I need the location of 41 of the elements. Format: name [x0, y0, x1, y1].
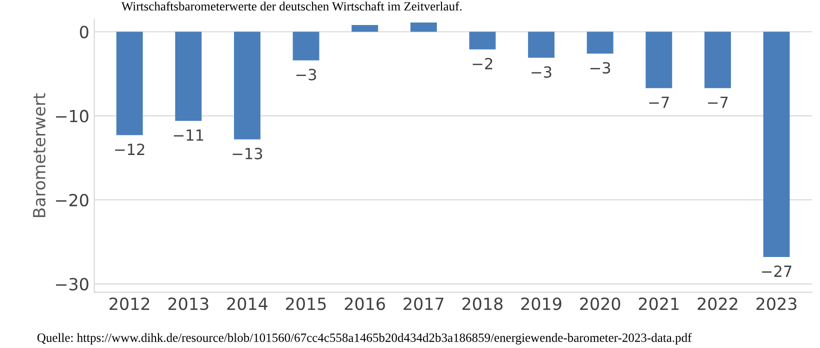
y-tick-label: −20: [56, 194, 88, 206]
bar: [292, 32, 320, 60]
bar: [352, 25, 378, 32]
data-label: −3: [590, 62, 610, 74]
data-label: −3: [296, 68, 316, 80]
x-tick-label: 2018: [462, 297, 503, 310]
x-tick-label: 2022: [698, 297, 738, 310]
data-label: −3: [532, 66, 552, 78]
bar: [234, 32, 260, 140]
bar: [704, 32, 731, 88]
bar: [175, 32, 202, 121]
x-tick-label: 2015: [286, 297, 326, 310]
x-tick-label: 2012: [110, 297, 150, 310]
x-tick-label: 2016: [344, 297, 385, 310]
data-label: −2: [472, 58, 492, 70]
y-tick-label: −10: [56, 110, 88, 122]
y-axis-title: Barometerwert: [33, 93, 46, 217]
bar: [528, 32, 554, 58]
data-label: −7: [708, 96, 728, 108]
x-tick-label: 2021: [638, 297, 679, 310]
bar: [586, 32, 614, 54]
data-label: −12: [115, 144, 144, 155]
x-tick-label: 2013: [168, 297, 208, 310]
data-label: −11: [174, 130, 204, 141]
chart-title: Wirtschaftsbarometerwerte der deutschen Wirtschaft im Zeitverlauf.: [121, 2, 462, 11]
bar: [410, 22, 437, 32]
data-label: −7: [649, 96, 669, 108]
x-tick-label: 2020: [580, 297, 620, 310]
bar: [469, 32, 496, 50]
source-note: Quelle: https://www.dihk.de/resource/blob/101560/67cc4c558a1465b20d434d2b3a186859/energiewende-barometer-2023-data.pdf: [37, 333, 692, 345]
y-tick-label: −30: [56, 278, 88, 290]
x-tick-label: 2023: [756, 297, 796, 310]
data-label: −27: [762, 265, 792, 277]
x-tick-label: 2014: [227, 297, 268, 310]
x-tick-label: 2017: [404, 297, 444, 310]
bar: [646, 32, 672, 88]
y-tick-label: 0: [80, 26, 88, 38]
x-tick-label: 2019: [521, 297, 562, 310]
bar: [116, 32, 143, 136]
data-label: −13: [232, 148, 262, 160]
bar: [763, 32, 790, 258]
